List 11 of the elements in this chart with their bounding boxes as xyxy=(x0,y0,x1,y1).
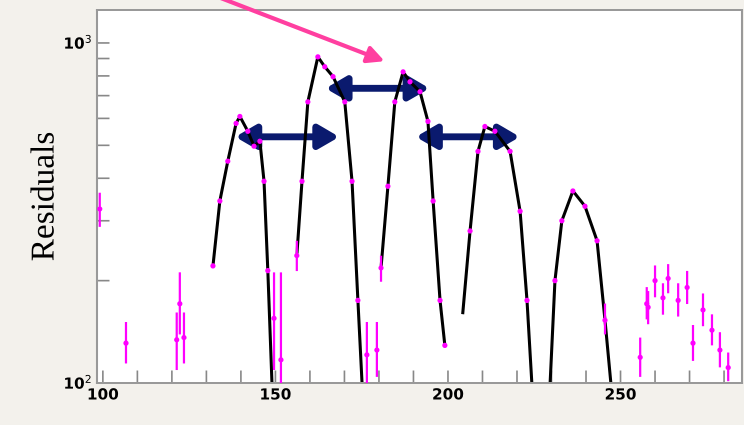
x-tick-label: 150 xyxy=(261,388,291,400)
y-axis-title: Residuals xyxy=(30,132,54,260)
line-series xyxy=(461,124,534,383)
y-tick-label: 10$^{3}$ xyxy=(65,34,91,49)
line-series xyxy=(211,114,274,383)
x-tick-label: 100 xyxy=(88,388,118,400)
line-series xyxy=(548,189,612,383)
y-tick-label: 10$^{2}$ xyxy=(65,374,91,389)
x-tick-label: 250 xyxy=(606,388,636,400)
x-tick-label: 200 xyxy=(433,388,464,400)
line-series xyxy=(295,55,364,383)
